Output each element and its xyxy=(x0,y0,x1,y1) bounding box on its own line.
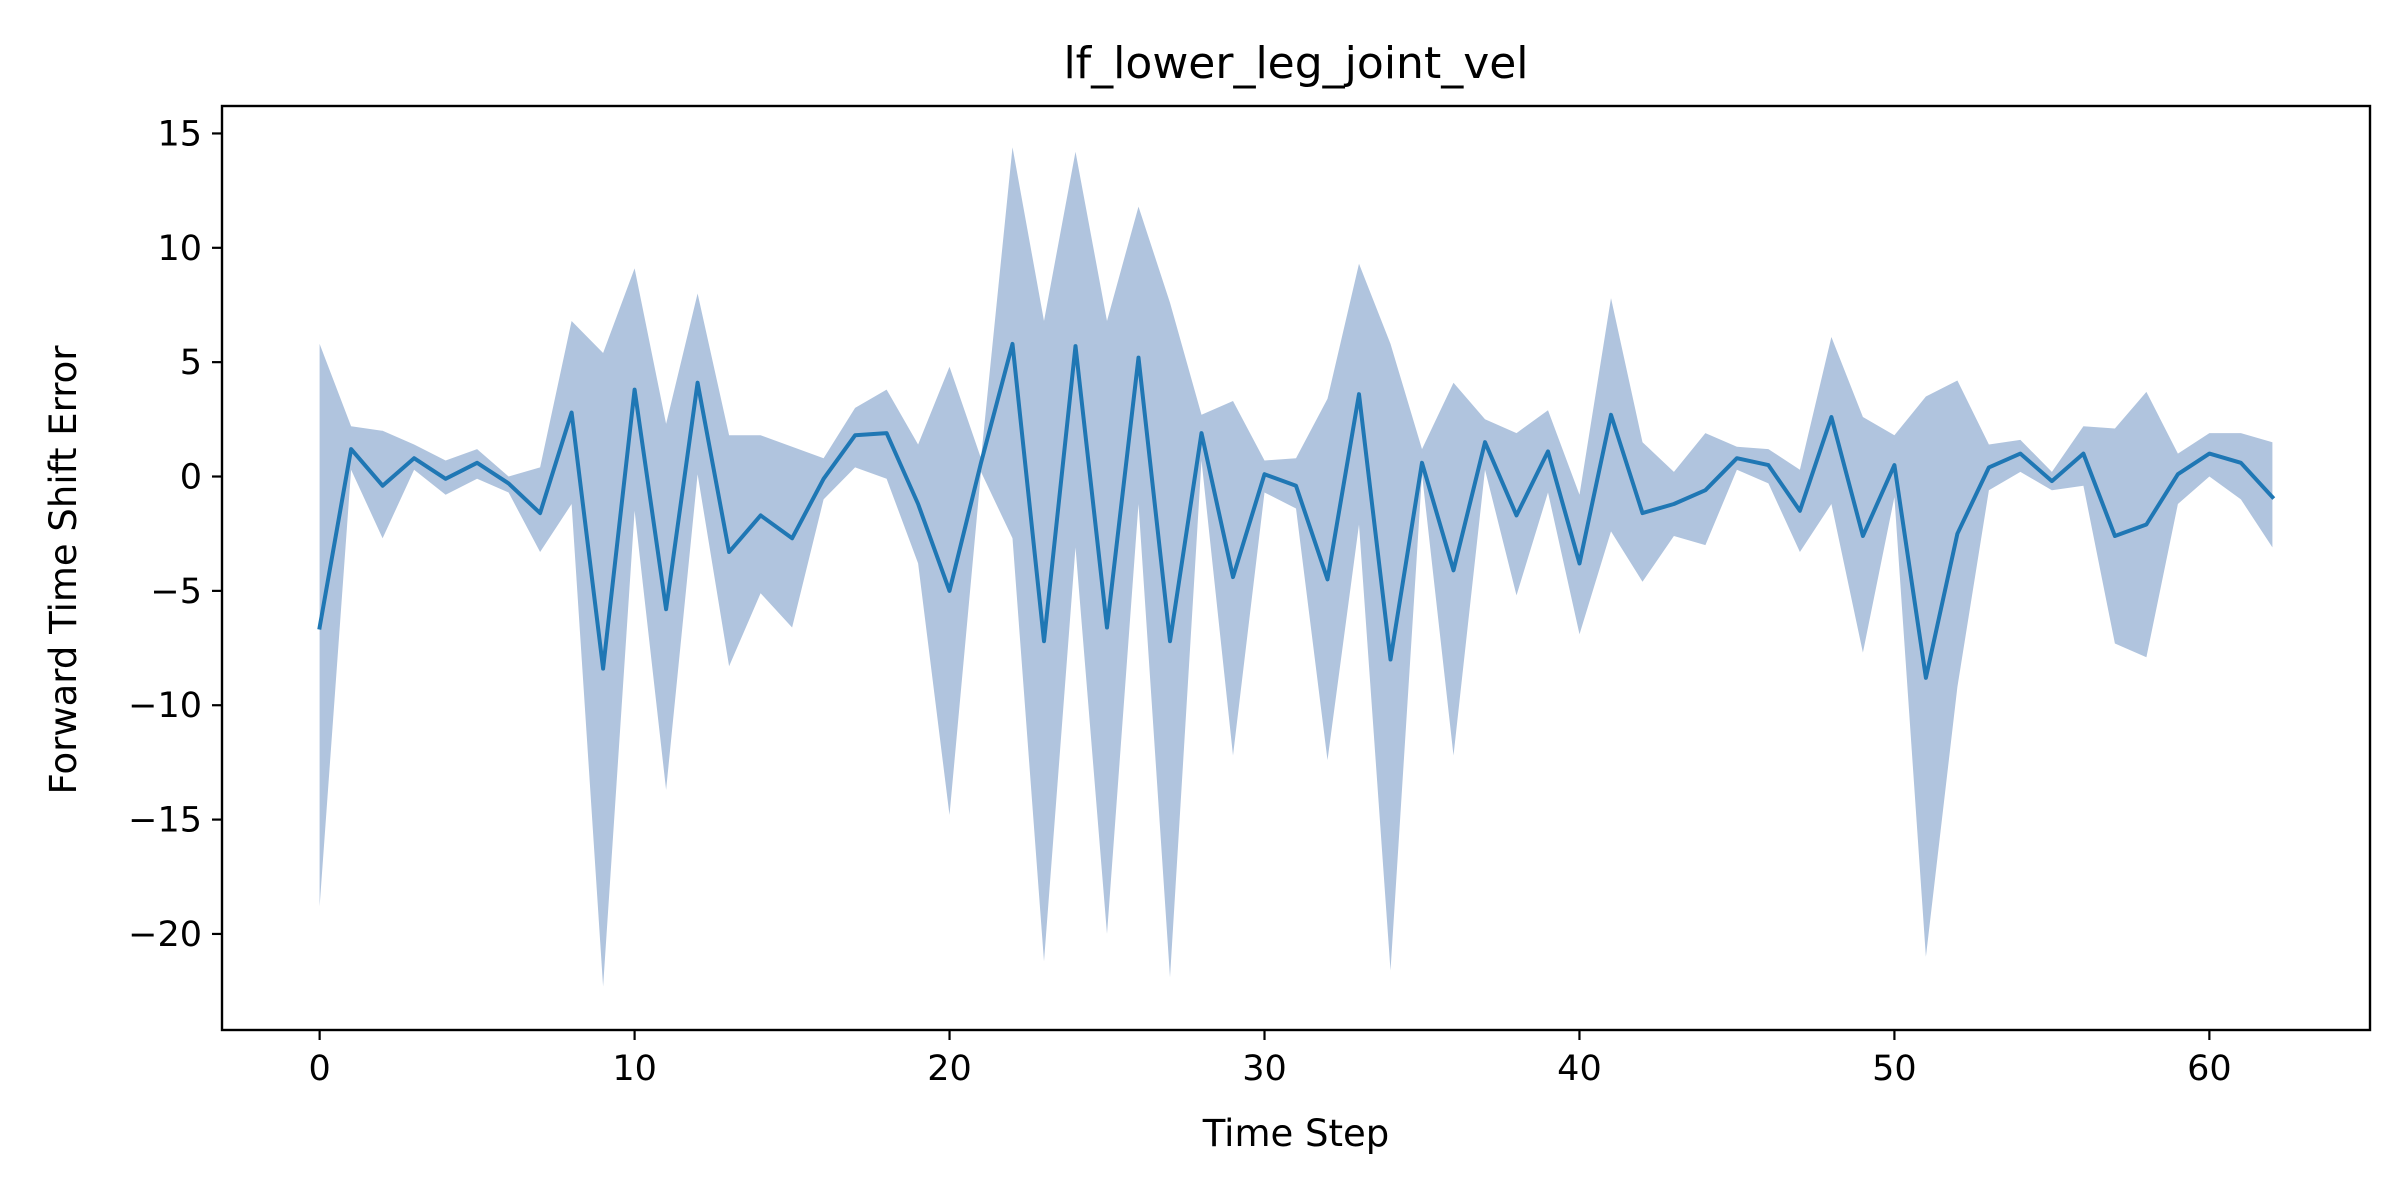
y-tick-label: 10 xyxy=(157,229,202,269)
chart-title: lf_lower_leg_joint_vel xyxy=(1063,38,1528,89)
y-tick-label: −15 xyxy=(128,801,202,841)
y-tick-label: −5 xyxy=(150,572,202,612)
x-tick-label: 0 xyxy=(308,1049,330,1089)
x-axis-label: Time Step xyxy=(1202,1112,1390,1155)
x-tick-label: 60 xyxy=(2187,1049,2232,1089)
x-tick-label: 10 xyxy=(612,1049,657,1089)
y-tick-label: 5 xyxy=(180,343,202,383)
x-tick-label: 40 xyxy=(1557,1049,1602,1089)
mean-line xyxy=(317,341,2276,680)
y-axis: −20 −15 −10 −5 0 5 10 15 xyxy=(128,114,222,955)
x-tick-label: 20 xyxy=(927,1049,972,1089)
x-axis: 0 10 20 30 40 50 60 xyxy=(308,1030,2232,1089)
plot-area xyxy=(317,147,2276,987)
y-tick-label: −20 xyxy=(128,915,202,955)
y-tick-label: 0 xyxy=(180,458,202,498)
y-tick-label: −10 xyxy=(128,686,202,726)
x-tick-label: 50 xyxy=(1872,1049,1917,1089)
y-axis-label: Forward Time Shift Error xyxy=(42,345,85,795)
error-band xyxy=(319,147,2273,987)
plot-frame xyxy=(220,104,2372,1032)
y-tick-label: 15 xyxy=(157,114,202,154)
x-tick-label: 30 xyxy=(1242,1049,1287,1089)
